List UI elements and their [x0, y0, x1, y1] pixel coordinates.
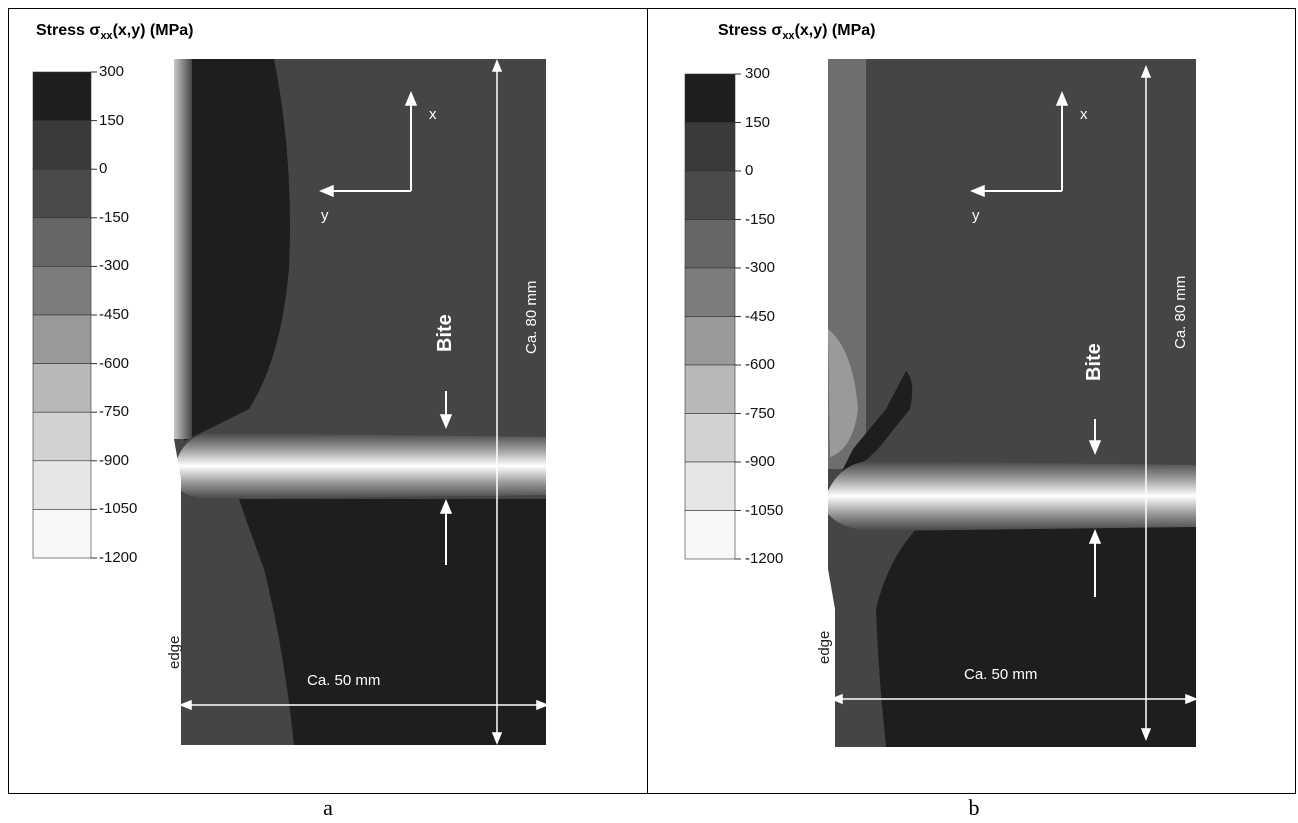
- colorbar-band: [684, 316, 736, 366]
- edge-label: edge: [166, 635, 183, 669]
- colorbar-band: [684, 461, 736, 511]
- colorbar-band: [684, 219, 736, 269]
- width-arrow-head-right: [1185, 693, 1199, 705]
- width-arrow-head-right: [536, 699, 550, 711]
- colorbar-tick-label: 300: [99, 63, 125, 80]
- edge-strip: [174, 59, 192, 439]
- colorbar-band: [32, 71, 92, 121]
- colorbar-tick-label: -1200: [99, 549, 138, 566]
- colorbar-band: [32, 411, 92, 462]
- width-label: Ca. 50 mm: [964, 666, 1038, 683]
- colorbar-a: [32, 71, 97, 559]
- colorbar-tick-label: -750: [99, 403, 130, 421]
- colorbar-band: [684, 267, 736, 317]
- bite-arrow-down-head: [439, 414, 453, 429]
- colorbar-band: [32, 314, 92, 364]
- colorbar-tick-label: -900: [99, 451, 130, 469]
- colorbar-tick-label: 0: [99, 160, 108, 178]
- colorbar-band: [32, 217, 92, 267]
- colorbar-tick-label: -450: [745, 307, 776, 325]
- width-label: Ca. 50 mm: [307, 672, 381, 689]
- caption-b: b: [968, 795, 980, 820]
- tensile-zone-bottom: [239, 499, 546, 745]
- length-arrow-head-top: [491, 58, 503, 72]
- x-axis-arrow-head: [404, 91, 418, 106]
- colorbar-band: [684, 510, 736, 560]
- length-label: Ca. 80 mm: [523, 280, 540, 354]
- colorbar-tick-label: -450: [99, 306, 130, 323]
- bite-band: [177, 432, 546, 500]
- caption-a: a: [323, 795, 333, 820]
- colorbar-band: [32, 509, 92, 559]
- y-axis-arrow-head: [970, 184, 985, 198]
- colorbar-band: [684, 73, 736, 123]
- colorbar-tick-label: 150: [745, 113, 771, 131]
- x-axis-arrow-head: [1055, 91, 1069, 106]
- panel-a: Stress σxx(x,y) (MPa) 300 150 0 -150 -300 -45…: [9, 9, 647, 793]
- colorbar-tick-label: 300: [745, 65, 771, 82]
- width-arrow-head-left: [178, 699, 192, 711]
- edge-light-bulge: [828, 329, 858, 457]
- colorbar-tick-label: -900: [745, 453, 776, 470]
- colorbar-band: [684, 364, 736, 414]
- colorbar-tick-label: -600: [745, 356, 776, 373]
- colorbar-tick-label: -600: [99, 354, 130, 372]
- y-axis-arrow-head: [319, 184, 334, 198]
- y-axis-label: y: [321, 207, 329, 224]
- length-arrow-head-top: [1140, 64, 1152, 78]
- x-axis-label: x: [429, 106, 437, 123]
- figure-frame: [8, 8, 1296, 794]
- bite-arrow-down-head: [1088, 440, 1102, 455]
- length-arrow-head-bottom: [1140, 728, 1152, 742]
- bite-arrow-up-head: [1088, 529, 1102, 544]
- tensile-zone-bottom: [876, 527, 1196, 747]
- panel-b: Stress σxx(x,y) (MPa) 300 150 0 -150 -300 -45…: [648, 9, 1295, 793]
- colorbar-tick-label: -300: [99, 257, 130, 275]
- colorbar-tick-label: -1200: [745, 550, 784, 567]
- colorbar-band: [32, 363, 92, 413]
- width-arrow-head-left: [829, 693, 843, 705]
- length-arrow-head-bottom: [491, 732, 503, 746]
- panel-b-graphic: [658, 59, 1199, 747]
- plot-title: Stress σxx(x,y) (MPa): [36, 22, 194, 42]
- length-label: Ca. 80 mm: [1172, 275, 1189, 349]
- colorbar-band: [684, 413, 736, 463]
- colorbar-band: [32, 266, 92, 316]
- colorbar-tick-label: -1050: [745, 501, 784, 519]
- colorbar-tick-label: -300: [745, 259, 776, 276]
- edge-label: edge: [816, 630, 833, 664]
- tensile-spike: [838, 371, 913, 479]
- colorbar-tick-label: -1050: [99, 500, 138, 518]
- y-axis-label: y: [972, 207, 980, 224]
- colorbar-tick-label: -150: [745, 210, 776, 228]
- colorbar-tick-label: -750: [745, 404, 776, 422]
- colorbar-band: [32, 460, 92, 510]
- panel-divider: [647, 8, 648, 794]
- colorbar-band: [32, 120, 92, 170]
- bite-label: Bite: [434, 314, 456, 352]
- colorbar-band: [32, 168, 92, 219]
- panel-a-graphic: [19, 58, 550, 746]
- bite-band: [828, 460, 1196, 531]
- plot-title: Stress σxx(x,y) (MPa): [718, 22, 876, 42]
- tensile-zone-top: [184, 59, 290, 441]
- colorbar-band: [684, 170, 736, 220]
- colorbar-tick-label: -150: [99, 208, 130, 226]
- colorbar-tick-label: 150: [99, 111, 125, 129]
- bite-label: Bite: [1083, 343, 1105, 381]
- bite-arrow-up-head: [439, 499, 453, 514]
- colorbar-band: [684, 122, 736, 172]
- colorbar-tick-label: 0: [745, 162, 754, 179]
- colorbar-b: [684, 73, 741, 560]
- x-axis-label: x: [1080, 106, 1088, 123]
